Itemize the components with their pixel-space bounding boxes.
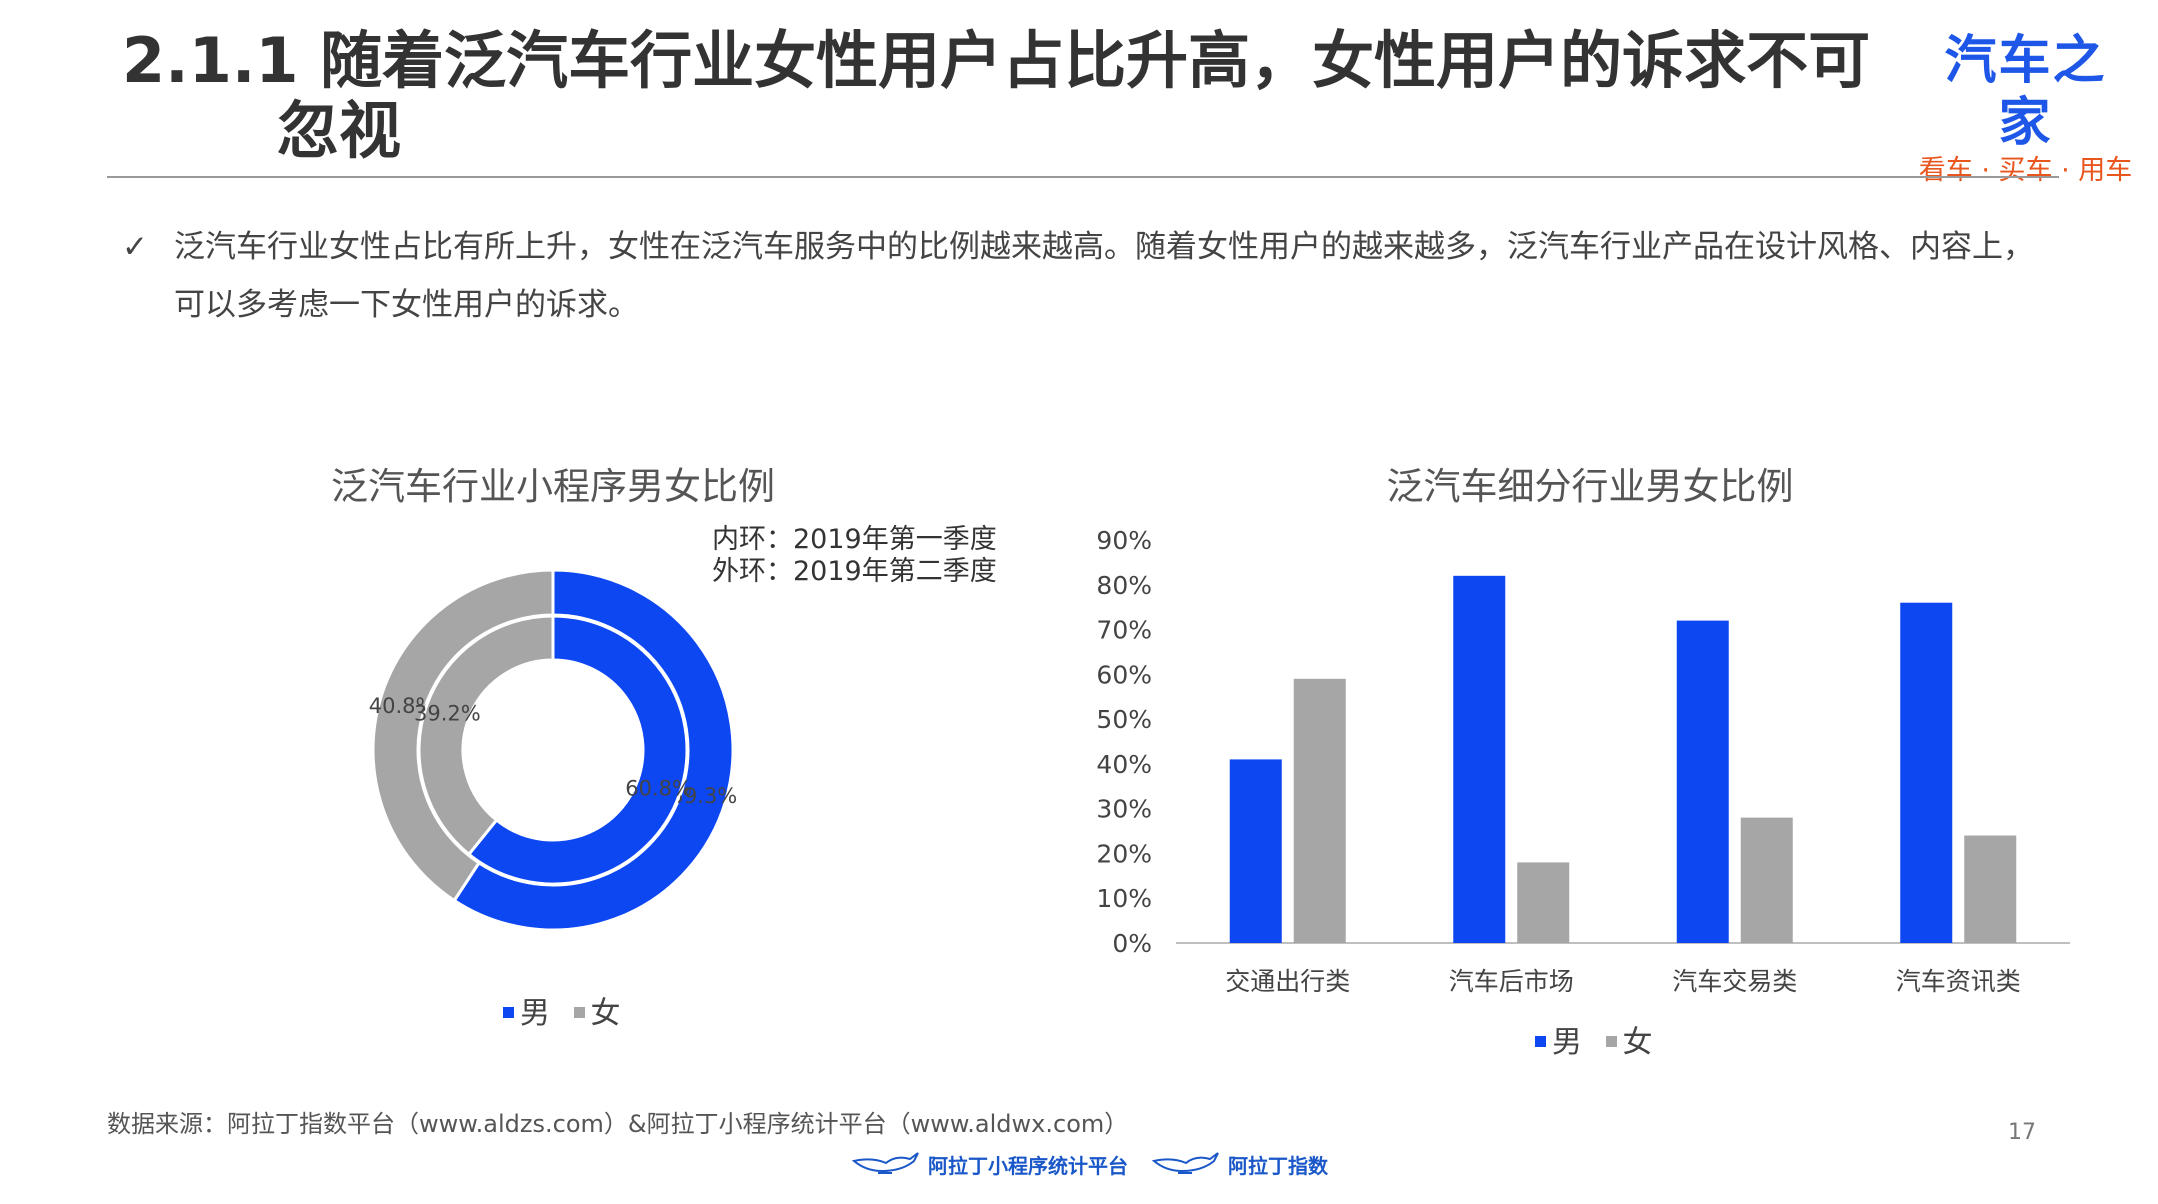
bar-male-3 <box>1900 602 1953 943</box>
legend-label-female: 女 <box>590 996 621 1031</box>
bar-female-3 <box>1964 835 2017 943</box>
x-tick-label: 交通出行类 <box>1225 967 1350 996</box>
data-source-note: 数据来源：阿拉丁指数平台（www.aldzs.com）&阿拉丁小程序统计平台（w… <box>107 1110 1129 1138</box>
y-tick-label: 40% <box>1096 750 1152 779</box>
legend-swatch-male <box>1535 1036 1546 1047</box>
brand-logo: 汽车之家 看车 · 买车 · 用车 <box>1918 30 2133 188</box>
donut-legend: 男 女 <box>503 988 635 1032</box>
y-tick-label: 80% <box>1096 571 1152 600</box>
y-tick-label: 90% <box>1096 526 1152 555</box>
legend-item-male: 男 <box>1535 1025 1582 1060</box>
y-tick-label: 30% <box>1096 795 1152 824</box>
page-title: 2.1.1 随着泛汽车行业女性用户占比升高，女性用户的诉求不可 忽视 <box>122 26 1912 166</box>
brand-name: 汽车之家 <box>1944 31 2107 153</box>
bullet-point: ✓ 泛汽车行业女性占比有所上升，女性在泛汽车服务中的比例越来越高。随着女性用户的… <box>122 218 2042 334</box>
legend-item-female: 女 <box>1605 1025 1653 1060</box>
page-number: 17 <box>2008 1120 2036 1145</box>
outer-ring-note: 外环：2019年第二季度 <box>712 556 997 587</box>
legend-swatch-male <box>503 1007 514 1018</box>
aladdin-index-logo: 阿拉丁指数 <box>1152 1146 1328 1182</box>
title-divider <box>107 176 2059 178</box>
legend-label-female: 女 <box>1622 1025 1653 1060</box>
bullet-text: 泛汽车行业女性占比有所上升，女性在泛汽车服务中的比例越来越高。随着女性用户的越来… <box>174 229 2034 323</box>
check-icon: ✓ <box>122 229 148 265</box>
bar-male-2 <box>1676 620 1729 943</box>
y-tick-label: 20% <box>1096 839 1152 868</box>
donut-inner-slice-male <box>466 614 689 886</box>
donut-inner-slice-female <box>417 614 555 857</box>
legend-swatch-female <box>573 1007 585 1018</box>
legend-label-male: 男 <box>1552 1025 1582 1060</box>
donut-inner-label-female: 39.2% <box>414 702 481 726</box>
lamp-icon <box>1152 1152 1219 1174</box>
logo1-text: 阿拉丁小程序统计平台 <box>928 1153 1128 1178</box>
donut-chart-title: 泛汽车行业小程序男女比例 <box>331 465 775 508</box>
logo2-text: 阿拉丁指数 <box>1228 1153 1328 1178</box>
bar-female-0 <box>1293 678 1346 943</box>
y-tick-label: 70% <box>1096 616 1152 645</box>
donut-inner-label-male: 60.8% <box>625 776 692 800</box>
legend-item-male: 男 <box>503 996 550 1031</box>
title-line-1: 2.1.1 随着泛汽车行业女性用户占比升高，女性用户的诉求不可 <box>122 24 1871 97</box>
bar-female-2 <box>1740 817 1793 943</box>
title-line-2: 忽视 <box>277 94 402 167</box>
bar-female-1 <box>1517 862 1570 943</box>
legend-label-male: 男 <box>520 996 550 1031</box>
donut-ring-note: 内环：2019年第一季度 外环：2019年第二季度 <box>712 524 997 588</box>
legend-swatch-female <box>1605 1036 1617 1047</box>
x-tick-label: 汽车交易类 <box>1672 967 1797 996</box>
bar-male-0 <box>1229 759 1282 943</box>
x-tick-label: 汽车资讯类 <box>1896 967 2021 996</box>
bar-male-1 <box>1453 575 1506 943</box>
y-tick-label: 0% <box>1112 929 1152 958</box>
brand-slogan: 看车 · 买车 · 用车 <box>1918 155 2133 186</box>
bar-legend: 男 女 <box>1535 1017 1667 1061</box>
legend-item-female: 女 <box>573 996 621 1031</box>
x-tick-label: 汽车后市场 <box>1449 967 1574 996</box>
y-tick-label: 60% <box>1096 660 1152 689</box>
y-tick-label: 50% <box>1096 705 1152 734</box>
inner-ring-note: 内环：2019年第一季度 <box>712 524 997 555</box>
bar-chart-title: 泛汽车细分行业男女比例 <box>1386 465 1794 508</box>
lamp-icon <box>852 1152 919 1174</box>
aladdin-miniprogram-logo: 阿拉丁小程序统计平台 <box>852 1146 1128 1182</box>
y-tick-label: 10% <box>1096 884 1152 913</box>
